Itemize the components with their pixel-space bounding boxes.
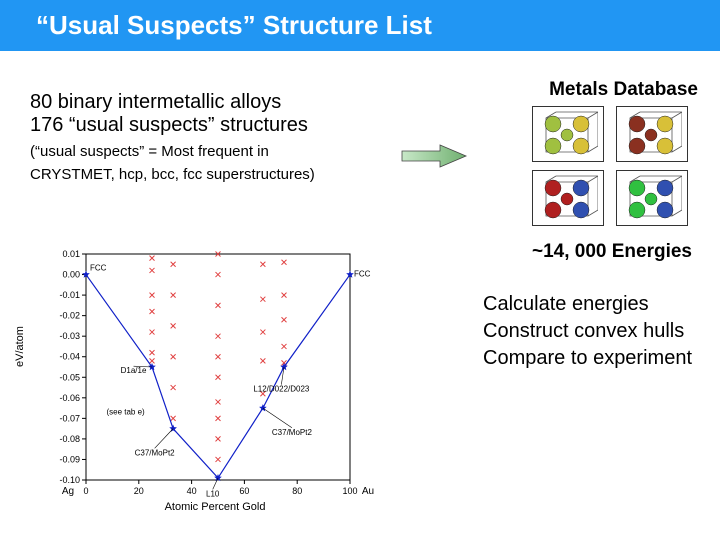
svg-text:L12/D022/D023: L12/D022/D023	[253, 385, 310, 394]
step-1: Calculate energies	[483, 291, 692, 318]
crystal-icon-d	[616, 170, 688, 226]
intro-sub-1: (“usual suspects” = Most frequent in	[30, 143, 400, 160]
svg-text:-0.08: -0.08	[59, 434, 80, 444]
svg-text:-0.07: -0.07	[59, 413, 80, 423]
crystal-icon-a	[532, 106, 604, 162]
svg-text:-0.04: -0.04	[59, 352, 80, 362]
svg-text:(see tab e): (see tab e)	[106, 407, 145, 416]
slide-body: 80 binary intermetallic alloys 176 “usua…	[0, 51, 720, 541]
svg-text:0.01: 0.01	[62, 249, 80, 259]
chart-y-label: eV/atom	[14, 326, 26, 367]
step-2: Construct convex hulls	[483, 318, 692, 345]
svg-text:-0.02: -0.02	[59, 311, 80, 321]
svg-text:Ag: Ag	[62, 486, 74, 497]
svg-text:FCC: FCC	[90, 264, 107, 273]
svg-text:D1a/1e: D1a/1e	[121, 366, 147, 375]
slide-title: “Usual Suspects” Structure List	[0, 0, 720, 51]
intro-text-block: 80 binary intermetallic alloys 176 “usua…	[30, 91, 400, 183]
svg-text:-0.10: -0.10	[59, 475, 80, 485]
intro-sub-2: CRYSTMET, hcp, bcc, fcc superstructures)	[30, 166, 400, 183]
crystal-icon-c	[532, 170, 604, 226]
svg-text:20: 20	[134, 486, 144, 496]
svg-text:100: 100	[342, 486, 357, 496]
svg-text:-0.06: -0.06	[59, 393, 80, 403]
svg-text:40: 40	[187, 486, 197, 496]
svg-text:-0.01: -0.01	[59, 290, 80, 300]
svg-text:80: 80	[292, 486, 302, 496]
crystal-icon-b	[616, 106, 688, 162]
step-3: Compare to experiment	[483, 345, 692, 372]
database-icons-grid	[532, 106, 692, 226]
svg-text:-0.05: -0.05	[59, 372, 80, 382]
intro-line-1: 80 binary intermetallic alloys	[30, 91, 400, 114]
svg-text:L10: L10	[206, 489, 220, 498]
energies-count: ~14, 000 Energies	[532, 241, 692, 263]
svg-text:0.00: 0.00	[62, 270, 80, 280]
svg-text:C37/MoPt2: C37/MoPt2	[272, 428, 313, 437]
chart-x-label: Atomic Percent Gold	[165, 501, 266, 513]
database-title: Metals Database	[549, 79, 698, 101]
svg-text:0: 0	[83, 486, 88, 496]
svg-text:-0.03: -0.03	[59, 331, 80, 341]
steps-list: Calculate energies Construct convex hull…	[483, 291, 692, 372]
convex-hull-chart: eV/atom 0.010.00-0.01-0.02-0.03-0.04-0.0…	[40, 241, 390, 511]
svg-text:60: 60	[239, 486, 249, 496]
svg-text:FCC: FCC	[354, 270, 371, 279]
intro-line-2: 176 “usual suspects” structures	[30, 114, 400, 137]
svg-text:-0.09: -0.09	[59, 454, 80, 464]
arrow-icon	[400, 141, 470, 176]
svg-text:Au: Au	[362, 486, 374, 497]
svg-text:C37/MoPt2: C37/MoPt2	[135, 448, 176, 457]
